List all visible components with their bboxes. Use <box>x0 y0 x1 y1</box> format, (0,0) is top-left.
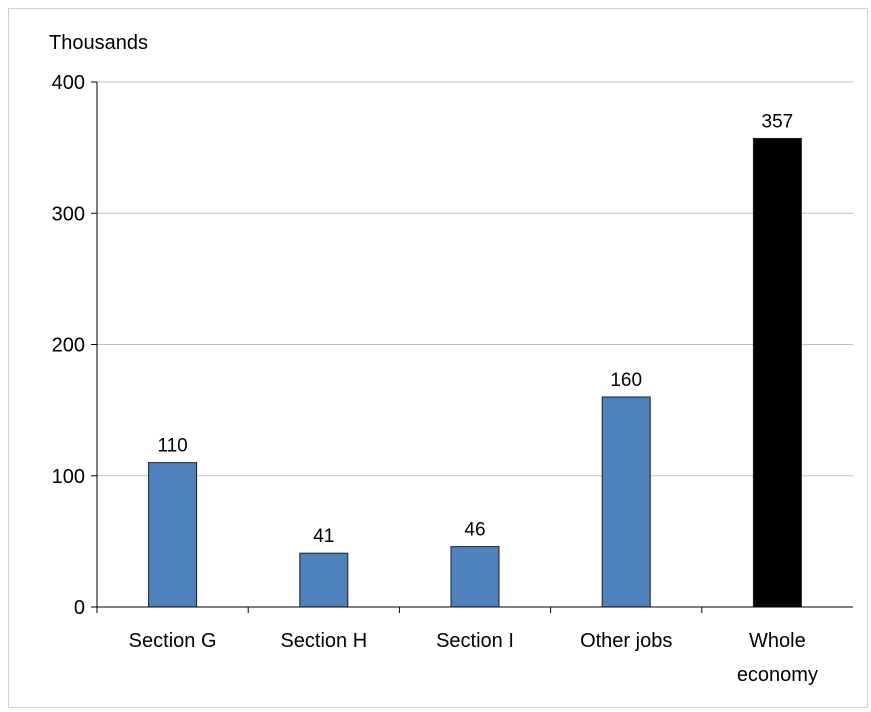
data-label-1: 41 <box>313 526 334 547</box>
category-label-1: Section H <box>280 630 367 652</box>
labels: 0 100 200 300 400 110 Section G 41 Section H 46 Se… <box>52 72 818 686</box>
bar-1 <box>299 552 349 608</box>
bar-2 <box>450 546 500 608</box>
y-tick-label-100: 100 <box>52 466 85 488</box>
category-label-4: Whole economy <box>737 630 818 686</box>
bar-0 <box>148 462 198 608</box>
axes <box>91 81 853 613</box>
data-label-3: 160 <box>610 370 642 391</box>
data-label-4: 357 <box>762 111 794 132</box>
gridlines <box>97 81 853 477</box>
category-label-3: Other jobs <box>580 630 672 652</box>
y-tick-label-300: 300 <box>52 203 85 225</box>
y-tick-label-400: 400 <box>52 72 85 94</box>
data-label-2: 46 <box>464 520 485 541</box>
category-label-0: Section G <box>129 630 217 652</box>
data-label-0: 110 <box>157 436 187 457</box>
bar-3 <box>601 396 651 608</box>
y-tick-label-200: 200 <box>52 335 85 357</box>
category-label-2: Section I <box>436 630 514 652</box>
y-axis-unit-label: Thousands <box>49 32 148 54</box>
bar-4 <box>752 137 802 608</box>
y-tick-label-0: 0 <box>74 597 85 619</box>
